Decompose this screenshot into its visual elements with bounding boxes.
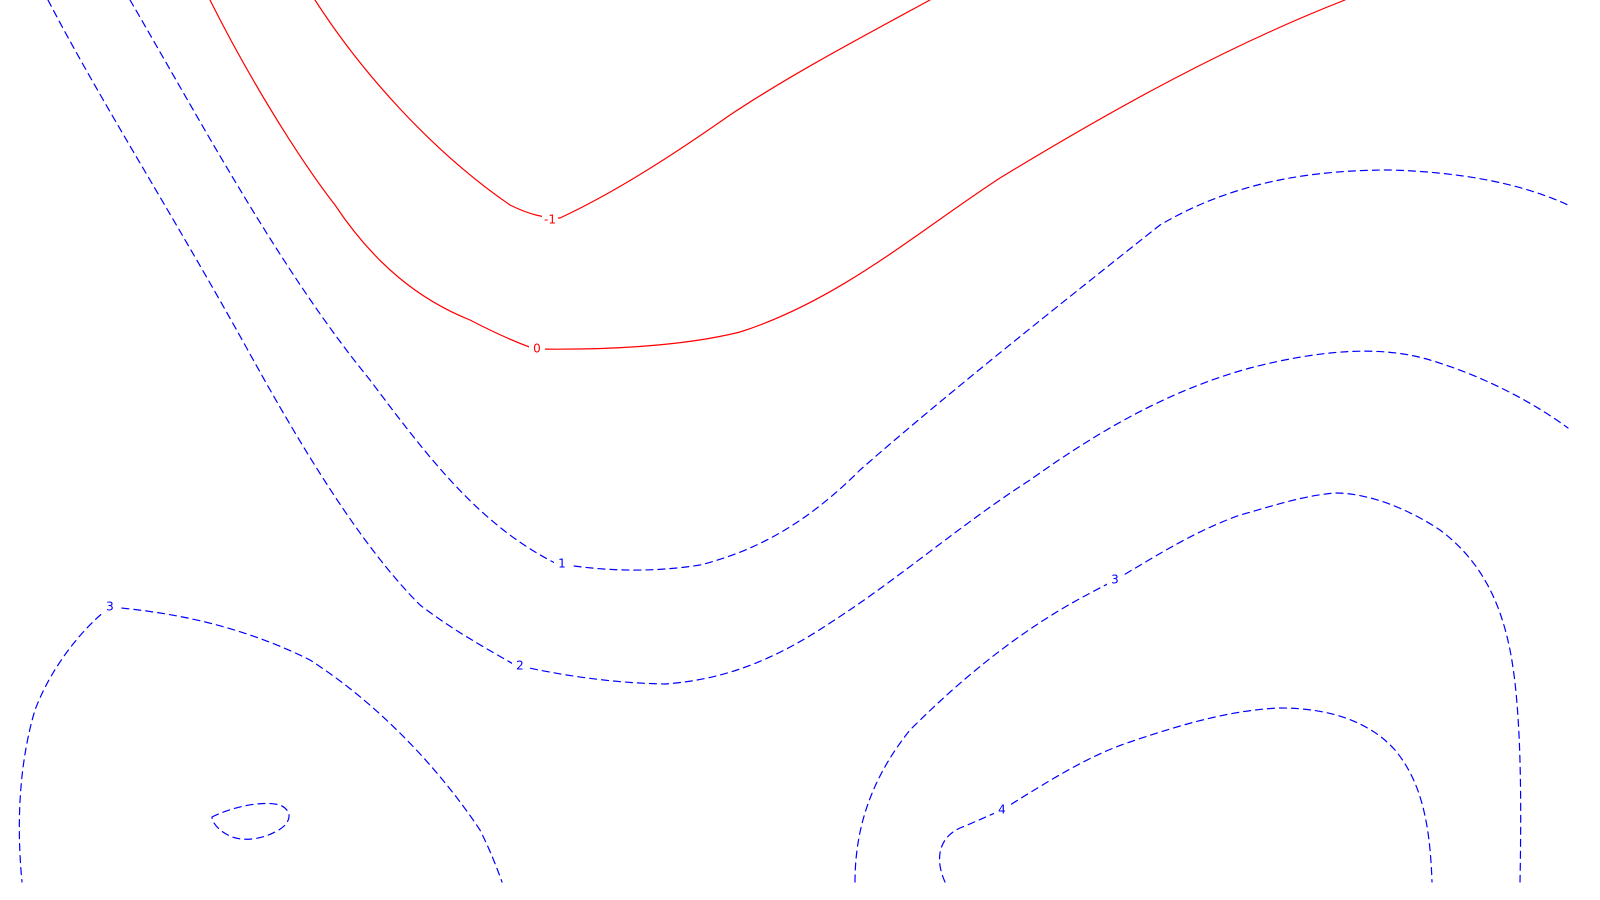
contour-lines: [18, 0, 1569, 883]
contour-label-bg: [1107, 573, 1123, 587]
contour-line-level-1-2-0: [129, 0, 1569, 571]
contour-label-bg: [542, 213, 558, 227]
contour-line-level-2-3-0: [47, 0, 1569, 685]
contour-label-2-3a: 2: [516, 659, 524, 673]
contour-label-3-4b: 3: [1111, 573, 1119, 587]
contour-line-level-0-1-0: [209, 0, 1346, 350]
contour-label-1-2a: 1: [558, 557, 566, 571]
contour-line-level-3-4-2: [854, 492, 1522, 883]
contour-label-bg: [102, 600, 118, 614]
contour-line-level-3-4-0: [109, 606, 503, 883]
contour-label-bg: [554, 557, 570, 571]
contour-line-level-3-4-1: [18, 606, 111, 883]
contour-label-bg: [994, 803, 1010, 817]
contour-label-0-1a: 0: [533, 342, 541, 356]
contour-label-bg: [512, 659, 528, 673]
contour-line-level--1-0-0: [314, 0, 931, 219]
contour-line-level-3-6-0: [211, 802, 290, 840]
contour-label-4-5a: 4: [998, 803, 1006, 817]
contour-label--1-0a: -1: [544, 213, 556, 227]
contour-label-bg: [529, 342, 545, 356]
contour-line-level-4-5-0: [938, 707, 1433, 883]
contour-label-3-4a: 3: [106, 600, 114, 614]
contour-labels: -1 0 1 2 3 3 4: [102, 213, 1123, 817]
